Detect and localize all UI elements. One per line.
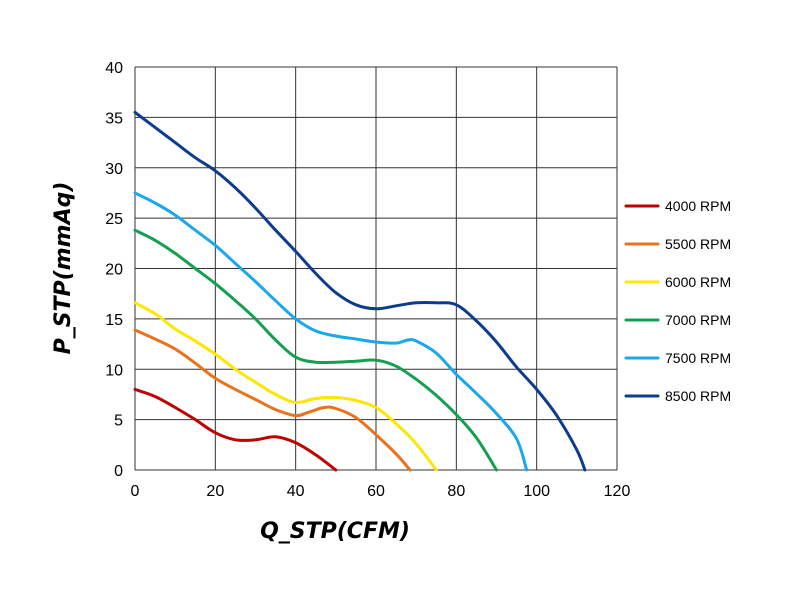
series-line-6000-rpm xyxy=(133,301,438,472)
y-tick-label: 30 xyxy=(105,161,123,178)
y-tick-label: 40 xyxy=(105,60,123,77)
x-tick-label: 40 xyxy=(287,483,305,500)
legend-label-7000-rpm: 7000 RPM xyxy=(665,312,731,328)
grid xyxy=(134,66,618,471)
series-line-7000-rpm xyxy=(133,228,498,472)
series-line-4000-rpm xyxy=(133,387,338,472)
series-line-7500-rpm xyxy=(133,191,529,472)
legend: 4000 RPM 5500 RPM 6000 RPM 7000 RPM 7500 RPM… xyxy=(624,198,731,404)
legend-label-8500-rpm: 8500 RPM xyxy=(665,388,731,404)
y-tick-label: 5 xyxy=(114,413,123,430)
x-tick-label: 120 xyxy=(604,483,631,500)
y-tick-label: 10 xyxy=(105,362,123,379)
x-tick-label: 100 xyxy=(523,483,550,500)
tick-labels: 0 20 40 60 80 100 120 0 5 10 15 20 25 30 35 40 xyxy=(105,60,630,500)
y-tick-label: 0 xyxy=(114,463,123,480)
y-tick-label: 35 xyxy=(105,110,123,127)
x-tick-label: 60 xyxy=(367,483,385,500)
series-lines xyxy=(133,110,587,472)
x-tick-label: 0 xyxy=(131,483,140,500)
x-tick-label: 20 xyxy=(206,483,224,500)
x-axis-title: Q_STP(CFM) xyxy=(260,519,410,544)
legend-label-6000-rpm: 6000 RPM xyxy=(665,274,731,290)
x-tick-label: 80 xyxy=(447,483,465,500)
series-line-5500-rpm xyxy=(133,328,412,472)
y-tick-label: 20 xyxy=(105,262,123,279)
series-line-8500-rpm xyxy=(133,110,587,472)
legend-label-7500-rpm: 7500 RPM xyxy=(665,350,731,366)
y-tick-label: 15 xyxy=(105,312,123,329)
legend-label-5500-rpm: 5500 RPM xyxy=(665,236,731,252)
y-tick-label: 25 xyxy=(105,211,123,228)
legend-label-4000-rpm: 4000 RPM xyxy=(665,198,731,214)
y-axis-title: P_STP(mmAq) xyxy=(51,182,76,355)
